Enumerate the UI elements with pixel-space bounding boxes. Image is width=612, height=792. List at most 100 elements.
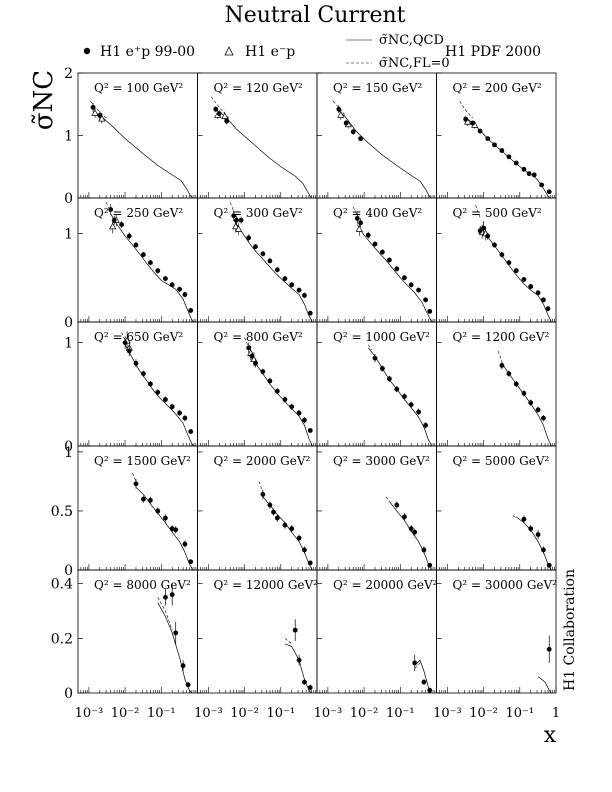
panel-q2-label: Q² = 30000 GeV²	[453, 578, 558, 592]
ep-point	[354, 215, 360, 221]
panel-q2-label: Q² = 300 GeV²	[214, 206, 303, 220]
em-point	[221, 112, 229, 119]
panel: Q² = 20000 GeV²	[316, 569, 438, 694]
ep-point	[427, 687, 433, 693]
ep-point	[416, 287, 421, 293]
ep-point	[185, 682, 191, 688]
y-tick-label: 1	[64, 226, 73, 242]
ep-point	[408, 402, 414, 408]
ep-point	[133, 481, 139, 487]
y-tick-label: 1	[64, 129, 73, 145]
panel: 0 0.2 0.4 Q² = 8000 GeV²	[51, 569, 198, 702]
ep-point	[140, 252, 146, 258]
panel-q2-label: Q² = 650 GeV²	[94, 330, 183, 344]
y-tick-label: 0	[64, 439, 73, 455]
ep-point	[274, 515, 280, 521]
ep-point	[119, 222, 124, 227]
x-tick-label: 10⁻¹	[266, 706, 295, 721]
ep-point	[521, 516, 527, 522]
ep-point	[492, 242, 497, 248]
legend-qcd-label: σ̃NC,QCD	[379, 33, 444, 48]
em-point	[232, 222, 240, 230]
ep-point	[260, 492, 266, 497]
qcd-curve	[135, 487, 194, 571]
legend-em-marker	[224, 46, 234, 56]
ep-point	[213, 106, 219, 112]
ep-point	[535, 407, 541, 413]
fl0-curve	[352, 206, 358, 216]
ep-point	[155, 268, 161, 274]
panel-q2-label: Q² = 1200 GeV²	[453, 330, 550, 344]
ep-point	[289, 282, 295, 288]
ep-point	[379, 249, 385, 255]
ep-point	[521, 277, 527, 282]
qcd-curve	[233, 219, 313, 323]
panel: Q² = 1000 GeV²	[316, 321, 437, 447]
ep-point	[282, 276, 288, 281]
legend-ep-marker	[83, 47, 91, 55]
ep-point	[260, 369, 266, 374]
panel: Q² = 2000 GeV²	[197, 445, 318, 571]
ep-point	[350, 129, 356, 135]
ep-point	[274, 388, 280, 394]
ep-point	[412, 529, 418, 535]
ep-point	[387, 257, 392, 263]
panel: Q² = 300 GeV²	[197, 197, 318, 323]
panel-q2-label: Q² = 8000 GeV²	[94, 578, 191, 592]
ep-point	[267, 378, 273, 384]
panel: Q² = 30000 GeV²	[436, 569, 558, 694]
ep-point	[408, 282, 414, 288]
ep-point	[296, 657, 302, 663]
em-point	[337, 111, 345, 118]
fl0-curve	[258, 481, 264, 493]
ep-point	[90, 104, 96, 110]
x-tick-label: 10⁻³	[433, 706, 462, 721]
ep-point	[148, 381, 153, 387]
panel: Q² = 150 GeV²	[316, 72, 437, 199]
qcd-curve	[262, 496, 313, 571]
fl0-curve	[284, 638, 292, 645]
ep-point	[492, 142, 497, 148]
ep-point	[289, 404, 295, 410]
ep-point	[394, 266, 400, 272]
qcd-curve	[537, 676, 552, 694]
ep-point	[231, 213, 237, 219]
ep-point	[541, 415, 546, 421]
panel-q2-label: Q² = 250 GeV²	[94, 206, 183, 220]
ep-point	[133, 360, 139, 366]
x-tick-labels: 10⁻³ 10⁻² 10⁻¹ 10⁻³ 10⁻² 10⁻¹ 10⁻³ 10⁻² 10⁻¹ 10⁻³…	[75, 706, 561, 721]
ep-point	[485, 233, 491, 239]
fl0-curve	[367, 344, 372, 351]
ep-point	[394, 386, 400, 392]
ep-point	[163, 594, 168, 600]
ep-point	[302, 417, 307, 423]
ep-point	[163, 515, 168, 521]
panel: Q² = 800 GeV²	[197, 321, 318, 447]
ep-point	[224, 118, 230, 124]
ep-point	[528, 284, 534, 289]
ep-point	[485, 136, 491, 142]
ep-point	[372, 241, 378, 247]
qcd-curve	[414, 659, 432, 694]
fl0-curve	[497, 350, 503, 362]
ep-point	[528, 400, 534, 405]
legend-pdf-label: H1 PDF 2000	[445, 44, 541, 60]
ep-point	[234, 217, 239, 223]
y-tick-label: 2	[64, 66, 73, 82]
qcd-curve	[248, 352, 313, 447]
ep-point	[148, 497, 153, 503]
ep-point	[513, 160, 519, 166]
fl0-curve	[475, 204, 481, 218]
ep-point	[126, 348, 132, 354]
ep-point	[182, 292, 188, 297]
y-tick-label: 0	[64, 563, 73, 579]
ep-point	[343, 120, 349, 126]
y-tick-label: 0	[64, 686, 73, 702]
ep-point	[296, 535, 302, 541]
ep-point	[506, 154, 512, 160]
ep-point	[379, 366, 385, 371]
ep-point	[274, 267, 280, 273]
panel-q2-label: Q² = 3000 GeV²	[333, 454, 430, 468]
em-point	[91, 109, 99, 116]
legend-ep-label: H1 e⁺p 99-00	[100, 44, 195, 60]
